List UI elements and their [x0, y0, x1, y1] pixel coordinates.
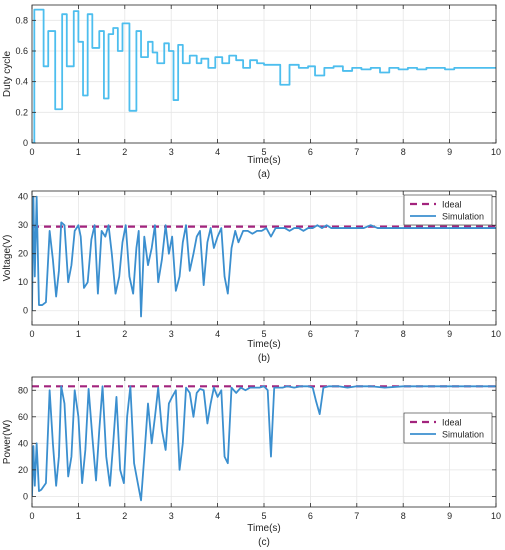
- y-tick-label: 0: [23, 306, 28, 316]
- x-tick-label: 2: [122, 329, 127, 339]
- y-tick-label: 0: [23, 491, 28, 501]
- x-tick-label: 10: [491, 511, 501, 521]
- y-tick-label: 80: [18, 385, 28, 395]
- x-tick-label: 3: [169, 511, 174, 521]
- x-tick-label: 1: [76, 147, 81, 157]
- y-tick-label: 0.2: [15, 107, 28, 117]
- x-tick-label: 4: [215, 147, 220, 157]
- x-axis-label: Time(s): [247, 339, 281, 350]
- x-tick-label: 10: [491, 329, 501, 339]
- x-tick-label: 3: [169, 147, 174, 157]
- y-tick-label: 0.8: [15, 15, 28, 25]
- legend: Ideal Simulation: [403, 194, 493, 226]
- x-tick-label: 6: [308, 511, 313, 521]
- series-line-simulation: [32, 385, 496, 502]
- x-tick-label: 0: [29, 511, 34, 521]
- x-axis-label: Time(s): [247, 523, 281, 534]
- legend-box: [403, 194, 493, 226]
- y-axis-label: Power(W): [2, 420, 13, 464]
- legend-label-simulation: Simulation: [442, 212, 484, 222]
- chart-panel-2: 0 1 2 3 4 5 6 7 8 9 10 0 20 40 60 80 Time(s) Power(W) (c) I…: [2, 376, 501, 548]
- x-tick-label: 2: [122, 511, 127, 521]
- legend-label-simulation: Simulation: [442, 430, 484, 440]
- y-tick-label: 30: [18, 220, 28, 230]
- x-tick-label: 9: [447, 511, 452, 521]
- x-tick-label: 5: [261, 147, 266, 157]
- x-tick-label: 6: [308, 329, 313, 339]
- series-group: [32, 8, 496, 143]
- chart-panel-0: 0 1 2 3 4 5 6 7 8 9 10 0 0.2 0.4 0.6 0.8 Time(s) Duty cyc…: [2, 4, 501, 180]
- y-tick-label: 0.4: [15, 77, 28, 87]
- series-line-simulation: [32, 195, 496, 318]
- legend-label-ideal: Ideal: [442, 200, 462, 210]
- x-tick-label: 4: [215, 511, 220, 521]
- legend-label-ideal: Ideal: [442, 418, 462, 428]
- x-tick-label: 0: [29, 147, 34, 157]
- y-axis-label: Voltage(V): [2, 235, 13, 282]
- x-tick-label: 7: [354, 511, 359, 521]
- series-line-0: [32, 8, 496, 143]
- y-tick-label: 0.6: [15, 46, 28, 56]
- legend: Ideal Simulation: [403, 412, 493, 444]
- x-tick-label: 9: [447, 147, 452, 157]
- panel-label: (c): [258, 537, 270, 548]
- x-tick-label: 0: [29, 329, 34, 339]
- series-group: [32, 195, 496, 318]
- y-tick-label: 0: [23, 138, 28, 148]
- x-tick-label: 8: [401, 511, 406, 521]
- x-tick-label: 1: [76, 511, 81, 521]
- x-tick-label: 8: [401, 329, 406, 339]
- x-axis-label: Time(s): [247, 155, 281, 166]
- panel-label: (b): [258, 353, 270, 364]
- x-tick-label: 7: [354, 147, 359, 157]
- x-tick-label: 3: [169, 329, 174, 339]
- y-tick-label: 20: [18, 465, 28, 475]
- chart-panel-1: 0 1 2 3 4 5 6 7 8 9 10 0 10 20 30 40 Time(s) Voltage(V) (b…: [2, 190, 501, 364]
- y-tick-label: 40: [18, 438, 28, 448]
- y-tick-label: 40: [18, 192, 28, 202]
- y-tick-label: 10: [18, 277, 28, 287]
- x-tick-label: 6: [308, 147, 313, 157]
- x-tick-label: 9: [447, 329, 452, 339]
- x-tick-label: 5: [261, 329, 266, 339]
- x-tick-label: 7: [354, 329, 359, 339]
- series-group: [32, 385, 496, 502]
- x-tick-label: 1: [76, 329, 81, 339]
- y-tick-label: 20: [18, 249, 28, 259]
- legend-box: [403, 412, 493, 444]
- x-tick-label: 10: [491, 147, 501, 157]
- y-axis-label: Duty cycle: [2, 51, 13, 98]
- x-tick-label: 2: [122, 147, 127, 157]
- x-tick-label: 5: [261, 511, 266, 521]
- x-tick-label: 8: [401, 147, 406, 157]
- x-tick-label: 4: [215, 329, 220, 339]
- panel-label: (a): [258, 169, 270, 180]
- y-tick-label: 60: [18, 412, 28, 422]
